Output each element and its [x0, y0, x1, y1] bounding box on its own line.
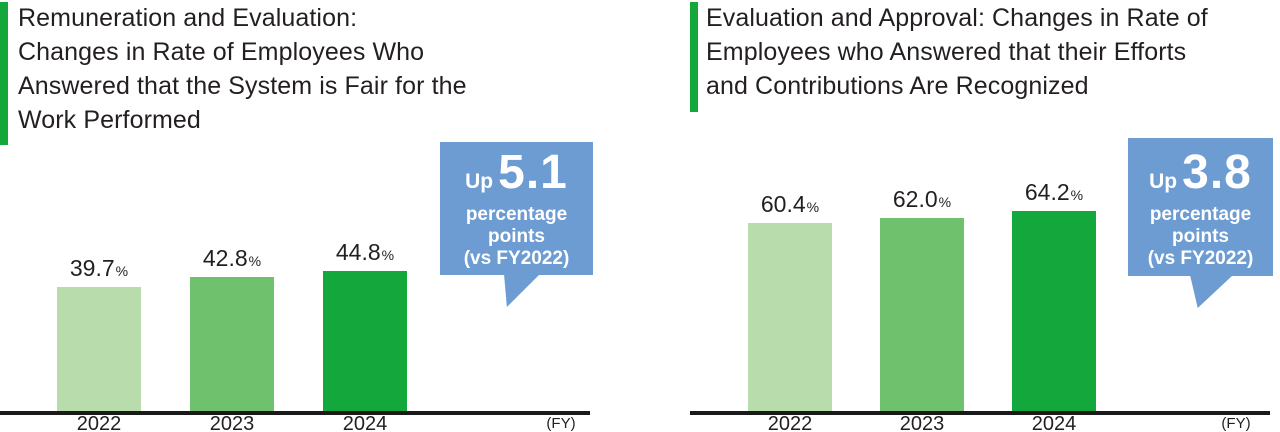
bar-2024	[1012, 211, 1096, 411]
callout-text: points	[1172, 226, 1229, 247]
callout-value: 5.1	[498, 146, 568, 199]
callout-headline: Up 3.8	[1128, 146, 1273, 204]
callout-text: (vs FY2022)	[463, 248, 570, 269]
bar-group-2022: 60.4%	[748, 191, 832, 411]
bar-group-2023: 42.8%	[190, 245, 274, 411]
bar-group-2024: 44.8%	[323, 239, 407, 411]
bar-value-label: 42.8%	[202, 245, 262, 271]
callout-text: percentage	[465, 204, 568, 225]
title-accent-bar	[0, 2, 8, 145]
x-tick-label: 2024	[1031, 413, 1077, 432]
callout-text: (vs FY2022)	[1147, 248, 1254, 269]
bar-value-label: 64.2%	[1024, 179, 1084, 205]
x-tick-label: 2022	[767, 413, 813, 432]
fy-axis-label: (FY)	[546, 415, 576, 432]
callout-bubble: Up 3.8 percentage points (vs FY2022)	[1128, 138, 1273, 276]
bar-2022	[748, 223, 832, 411]
bar-plot: 60.4% 2022 62.0% 2023 64.2% 2024	[640, 0, 1280, 432]
bar-2024	[323, 271, 407, 411]
title-accent-bar	[690, 2, 698, 112]
bar-value-label: 44.8%	[335, 239, 395, 265]
bar-value-label: 39.7%	[69, 255, 129, 281]
x-axis-line	[0, 411, 590, 415]
bar-2023	[880, 218, 964, 411]
chart-title: Evaluation and Approval: Changes in Rate…	[706, 4, 1208, 100]
callout-headline: Up 5.1	[440, 146, 593, 204]
bar-group-2023: 62.0%	[880, 186, 964, 411]
bar-group-2022: 39.7%	[57, 255, 141, 411]
x-tick-label: 2023	[899, 413, 945, 432]
bar-value-label: 62.0%	[892, 186, 952, 212]
chart-title: Remuneration and Evaluation: Changes in R…	[18, 4, 467, 134]
bar-group-2024: 64.2%	[1012, 179, 1096, 411]
chart-panel-remuneration: Remuneration and Evaluation: Changes in R…	[0, 2, 593, 432]
bar-plot: 39.7% 2022 42.8% 2023 44.8% 2024	[57, 239, 407, 432]
bar-2023	[190, 277, 274, 411]
x-tick-label: 2022	[76, 413, 122, 432]
callout-prefix: Up	[465, 170, 494, 193]
chart-panel-evaluation: Evaluation and Approval: Changes in Rate…	[640, 0, 1280, 432]
callout-bubble: Up 5.1 percentage points (vs FY2022)	[440, 142, 593, 275]
callout-text: percentage	[1149, 204, 1252, 225]
x-tick-label: 2024	[342, 413, 388, 432]
callout-value: 3.8	[1182, 146, 1252, 199]
bar-value-label: 60.4%	[760, 191, 820, 217]
bar-2022	[57, 287, 141, 411]
x-tick-label: 2023	[209, 413, 255, 432]
x-axis-line	[690, 411, 1270, 415]
fy-axis-label: (FY)	[1221, 415, 1251, 432]
callout-text: points	[488, 226, 545, 247]
callout-prefix: Up	[1149, 170, 1178, 193]
